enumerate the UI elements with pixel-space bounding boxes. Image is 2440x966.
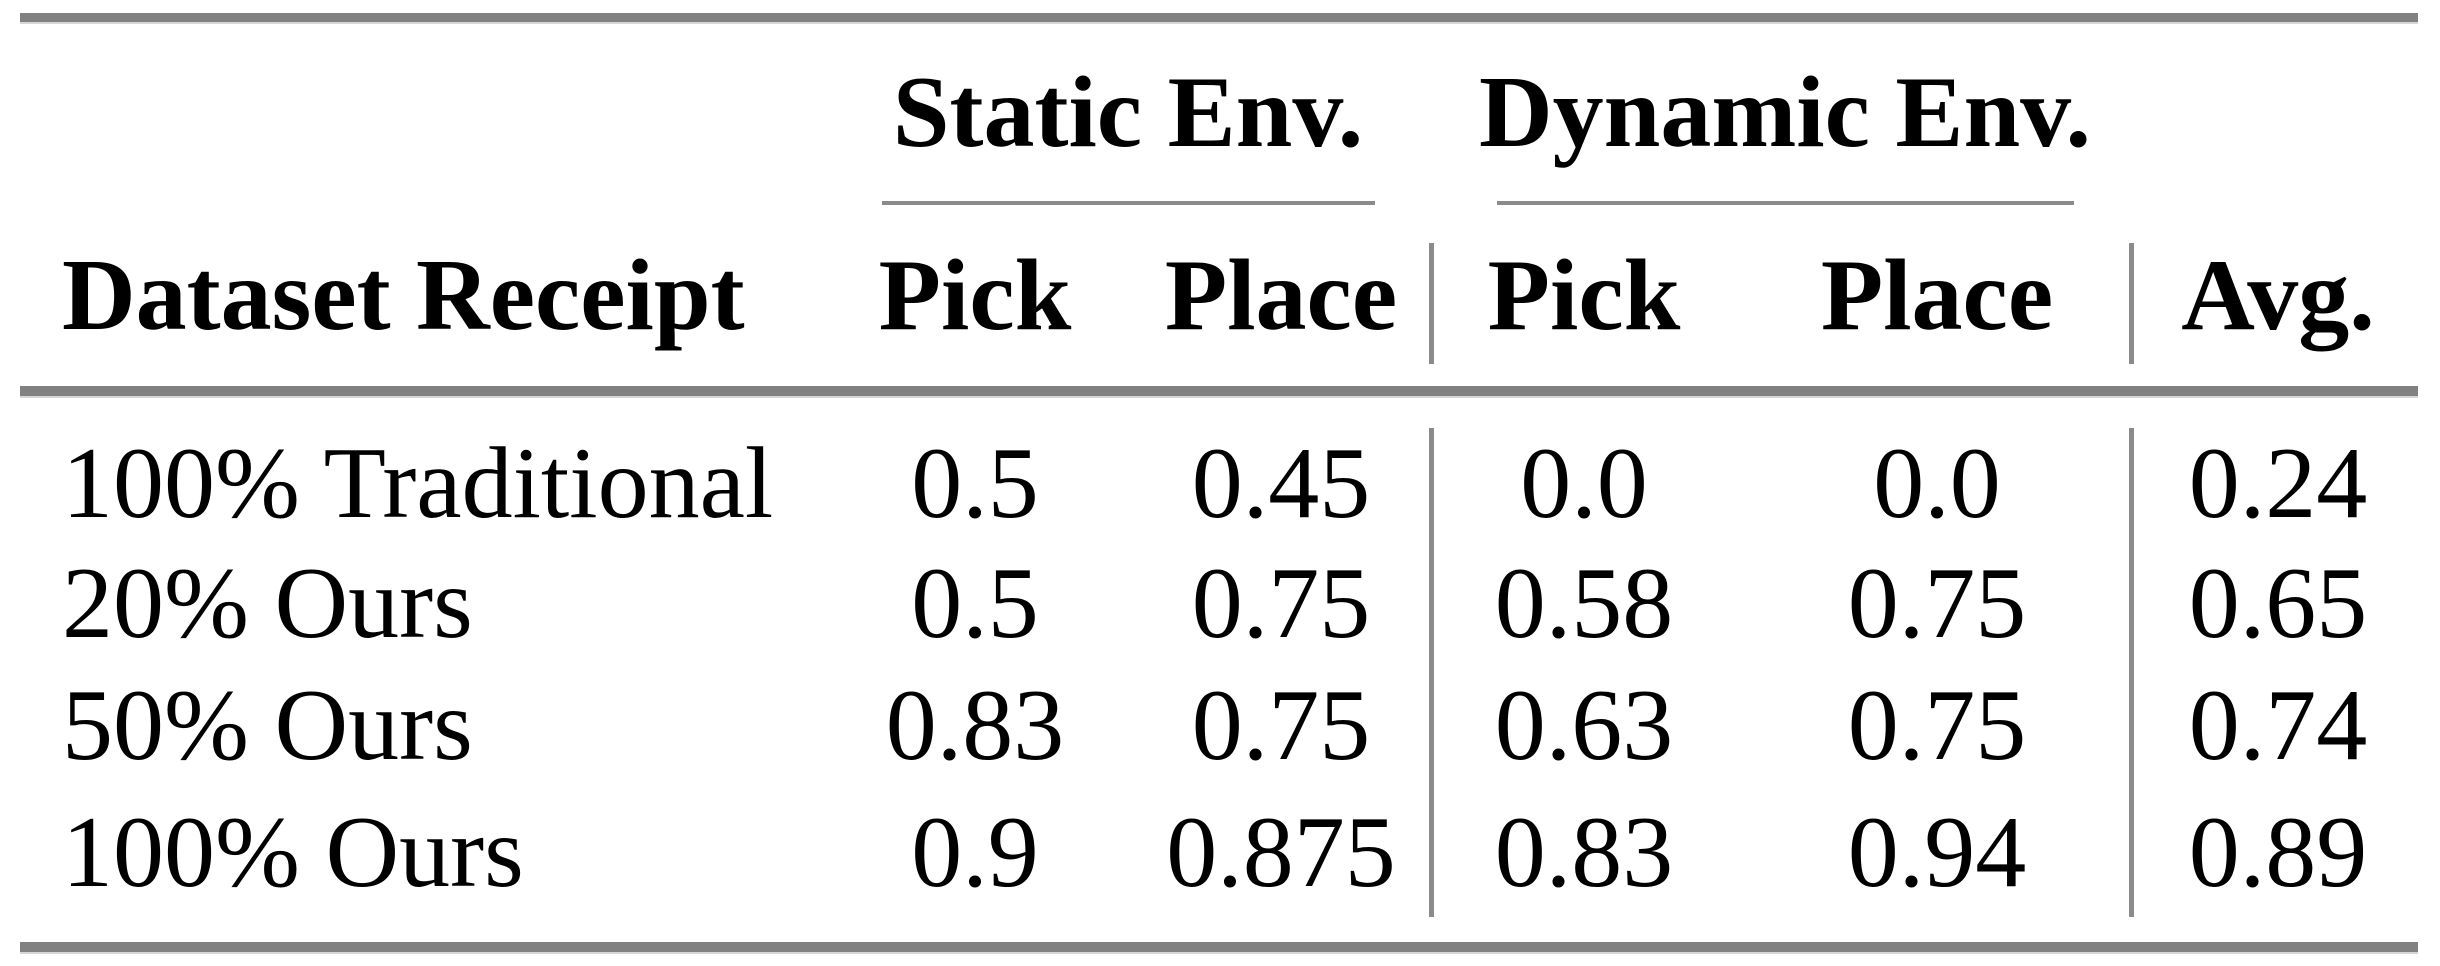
header-separator-rule xyxy=(20,386,2418,396)
column-header-dynamic-place: Place xyxy=(1820,239,2054,352)
cell-dynamic-place: 0.94 xyxy=(1847,796,2027,909)
cell-dynamic-place: 0.75 xyxy=(1847,669,2027,782)
cell-static-place: 0.875 xyxy=(1166,796,1396,909)
cell-dynamic-place: 0.0 xyxy=(1873,427,2001,540)
bottom-rule xyxy=(20,942,2418,952)
row-label: 100% Traditional xyxy=(62,427,774,540)
cell-dynamic-place: 0.75 xyxy=(1847,547,2027,660)
vertical-separator-dynamic-avg-header xyxy=(2129,243,2134,364)
static-env-underline-rule xyxy=(882,201,1375,205)
cell-static-place: 0.45 xyxy=(1191,427,1371,540)
vertical-separator-dynamic-avg-body xyxy=(2129,428,2134,917)
column-header-avg: Avg. xyxy=(2181,239,2375,352)
cell-static-place: 0.75 xyxy=(1191,547,1371,660)
column-header-static-place: Place xyxy=(1164,239,1398,352)
vertical-separator-static-dynamic-body xyxy=(1429,428,1434,917)
cell-avg: 0.74 xyxy=(2188,669,2368,782)
cell-static-pick: 0.9 xyxy=(911,796,1039,909)
cell-avg: 0.89 xyxy=(2188,796,2368,909)
cell-dynamic-pick: 0.63 xyxy=(1494,669,1674,782)
group-header-dynamic-env: Dynamic Env. xyxy=(1478,56,2092,169)
cell-dynamic-pick: 0.0 xyxy=(1520,427,1648,540)
column-header-static-pick: Pick xyxy=(878,239,1072,352)
cell-static-pick: 0.5 xyxy=(911,547,1039,660)
top-rule xyxy=(20,13,2418,22)
group-header-static-env: Static Env. xyxy=(892,56,1364,169)
column-header-dataset-receipt: Dataset Receipt xyxy=(62,239,745,352)
column-header-dynamic-pick: Pick xyxy=(1487,239,1681,352)
row-label: 20% Ours xyxy=(62,547,473,660)
cell-dynamic-pick: 0.58 xyxy=(1494,547,1674,660)
cell-static-pick: 0.5 xyxy=(911,427,1039,540)
vertical-separator-static-dynamic-header xyxy=(1429,243,1434,364)
cell-static-pick: 0.83 xyxy=(885,669,1065,782)
cell-avg: 0.65 xyxy=(2188,547,2368,660)
row-label: 100% Ours xyxy=(62,796,524,909)
row-label: 50% Ours xyxy=(62,669,473,782)
cell-avg: 0.24 xyxy=(2188,427,2368,540)
cell-static-place: 0.75 xyxy=(1191,669,1371,782)
cell-dynamic-pick: 0.83 xyxy=(1494,796,1674,909)
dynamic-env-underline-rule xyxy=(1497,201,2074,205)
